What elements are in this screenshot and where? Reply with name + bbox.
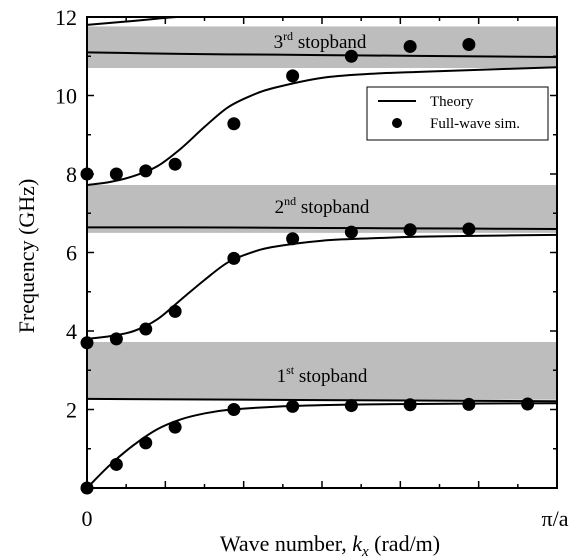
sim-point-15 <box>227 251 241 265</box>
theory-curve-7 <box>86 397 558 403</box>
sim-point-6 <box>286 399 300 413</box>
sim-point-14 <box>168 304 182 318</box>
x-axis-label-var: k <box>352 531 363 556</box>
sim-point-4 <box>168 420 182 434</box>
sim-point-23 <box>168 157 182 171</box>
theory-curve-5 <box>86 51 558 59</box>
stopband-2-region <box>87 184 557 233</box>
stopband-3-region <box>87 26 557 69</box>
sim-point-5 <box>227 403 241 416</box>
sim-point-28 <box>462 37 476 51</box>
axis-ticks-layer <box>86 16 558 489</box>
stopband-1-num: 1 <box>277 366 287 387</box>
sim-point-7 <box>344 399 358 413</box>
x-tick-label-pi-over-a: π/a <box>542 506 569 531</box>
sim-point-18 <box>403 223 417 237</box>
theory-curve-6 <box>86 16 177 26</box>
legend: Theory Full-wave sim. <box>366 86 549 141</box>
x-axis-label-prefix: Wave number, <box>220 531 352 556</box>
stopband-2-num: 2 <box>275 197 285 218</box>
x-axis-label-sub: x <box>361 544 369 559</box>
stopband-2-word: stopband <box>296 197 370 218</box>
sim-point-2 <box>109 457 123 471</box>
x-tick-label-0: 0 <box>82 506 93 531</box>
y-axis-label: Frequency (GHz) <box>14 179 39 334</box>
stopbands-layer <box>87 26 557 400</box>
legend-box <box>366 86 549 141</box>
y-tick-label-8: 8 <box>66 162 77 187</box>
sim-point-8 <box>403 398 417 412</box>
sim-point-10 <box>521 397 535 411</box>
y-tick-label-4: 4 <box>66 319 77 344</box>
y-tick-label-6: 6 <box>66 241 77 266</box>
stopband-2-label: 2nd stopband <box>275 194 370 218</box>
sim-point-9 <box>462 397 476 411</box>
y-tick-label-2: 2 <box>66 398 77 423</box>
legend-marker-swatch <box>392 118 402 128</box>
legend-theory-label: Theory <box>430 94 474 110</box>
x-axis-label: Wave number, kx (rad/m) <box>220 531 440 559</box>
stopband-3-sup: rd <box>283 29 293 43</box>
theory-curve-3 <box>86 66 558 186</box>
y-tick-labels-layer: 2 4 6 8 10 12 <box>55 5 77 423</box>
sim-point-19 <box>462 222 476 236</box>
stopband-1-region <box>87 341 557 400</box>
stopband-1-word: stopband <box>294 366 368 387</box>
sim-point-17 <box>344 225 358 239</box>
y-tick-label-10: 10 <box>55 84 77 109</box>
sim-point-21 <box>109 167 123 181</box>
sim-point-26 <box>344 49 358 63</box>
stopband-3-label: 3rd stopband <box>274 29 367 53</box>
sim-point-24 <box>227 117 241 131</box>
legend-sim-label: Full-wave sim. <box>430 116 520 132</box>
sim-point-22 <box>139 164 153 178</box>
simulation-points-layer <box>80 37 535 495</box>
sim-point-16 <box>286 232 300 246</box>
stopband-labels: 1st stopband 2nd stopband 3rd stopband <box>274 29 370 387</box>
sim-point-25 <box>286 69 300 83</box>
stopband-2-sup: nd <box>284 194 296 208</box>
sim-point-3 <box>139 436 153 450</box>
x-axis-label-unit: (rad/m) <box>369 531 440 556</box>
theory-curve-2 <box>86 233 558 340</box>
stopband-1-sup: st <box>286 363 295 377</box>
stopband-3-word: stopband <box>293 32 367 53</box>
sim-point-12 <box>109 332 123 346</box>
y-tick-label-12: 12 <box>55 5 77 30</box>
sim-point-13 <box>139 322 153 336</box>
stopband-1-label: 1st stopband <box>277 363 368 387</box>
stopband-3-num: 3 <box>274 32 284 53</box>
sim-point-27 <box>403 39 417 53</box>
